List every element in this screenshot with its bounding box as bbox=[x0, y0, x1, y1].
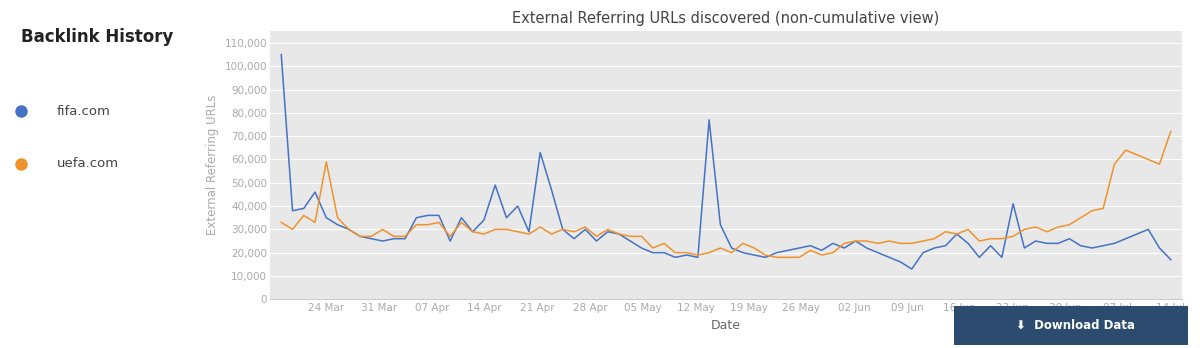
Text: ⬇  Download Data: ⬇ Download Data bbox=[1016, 319, 1135, 332]
Title: External Referring URLs discovered (non-cumulative view): External Referring URLs discovered (non-… bbox=[512, 11, 940, 26]
FancyBboxPatch shape bbox=[947, 306, 1195, 345]
Text: Backlink History: Backlink History bbox=[20, 28, 173, 46]
Text: fifa.com: fifa.com bbox=[56, 105, 110, 118]
Text: uefa.com: uefa.com bbox=[56, 157, 119, 170]
Y-axis label: External Referring URLs: External Referring URLs bbox=[206, 95, 220, 236]
X-axis label: Date: Date bbox=[710, 319, 742, 332]
